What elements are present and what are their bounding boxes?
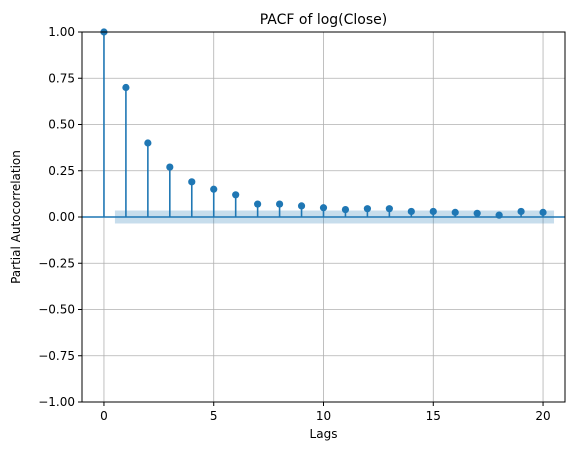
- y-tick-label-7: 0.75: [48, 71, 75, 85]
- stem-marker-1: [122, 83, 130, 92]
- stem-marker-8: [275, 200, 284, 208]
- x-tick-label-0: 0: [100, 409, 108, 423]
- stem-marker-17: [473, 209, 481, 217]
- stem-marker-18: [495, 211, 503, 219]
- stem-marker-11: [341, 206, 350, 214]
- stem-marker-3: [166, 163, 174, 171]
- stem-marker-20: [539, 208, 547, 216]
- x-ticks: 0 5 10 15 20: [100, 402, 551, 423]
- stem-marker-12: [363, 205, 372, 213]
- stems-layer: [100, 28, 547, 219]
- stem-marker-9: [297, 202, 306, 210]
- y-tick-label-0: −1.00: [38, 395, 75, 409]
- x-tick-label-1: 5: [210, 409, 218, 423]
- stem-marker-5: [210, 185, 218, 193]
- stem-marker-15: [429, 207, 437, 216]
- stem-marker-13: [385, 205, 393, 213]
- stem-marker-14: [407, 207, 415, 216]
- stem-marker-10: [319, 204, 328, 212]
- y-tick-label-8: 1.00: [48, 25, 75, 39]
- stem-marker-7: [254, 200, 262, 208]
- y-tick-label-1: −0.75: [38, 349, 75, 363]
- stem-marker-2: [144, 139, 152, 147]
- y-tick-label-4: 0.00: [48, 210, 75, 224]
- stem-marker-19: [517, 207, 525, 216]
- y-tick-label-6: 0.50: [48, 118, 75, 132]
- stem-marker-6: [232, 191, 240, 199]
- y-tick-label-2: −0.50: [38, 303, 75, 317]
- y-ticks: −1.00 −0.75 −0.50 −0.25 0.00 0.25 0.50 0.75 1.00: [38, 25, 82, 409]
- x-tick-label-2: 10: [316, 409, 331, 423]
- stem-marker-16: [451, 208, 459, 216]
- y-tick-label-5: 0.25: [48, 164, 75, 178]
- chart-title: PACF of log(Close): [260, 12, 388, 28]
- y-tick-label-3: −0.25: [38, 256, 75, 270]
- stem-marker-4: [188, 178, 196, 186]
- x-tick-label-3: 15: [426, 409, 441, 423]
- x-tick-label-4: 20: [535, 409, 550, 423]
- y-axis-label: Partial Autocorrelation: [9, 150, 23, 284]
- x-axis-label: Lags: [310, 427, 338, 441]
